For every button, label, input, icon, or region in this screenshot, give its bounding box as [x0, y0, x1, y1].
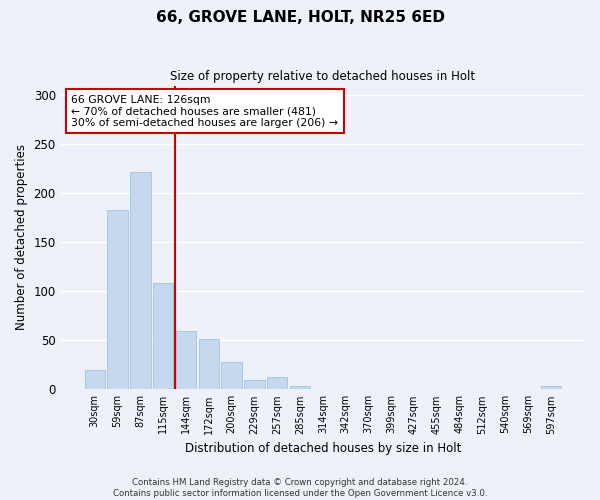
Y-axis label: Number of detached properties: Number of detached properties [15, 144, 28, 330]
Bar [221, 362, 242, 390]
Bar [85, 370, 105, 390]
Text: 66, GROVE LANE, HOLT, NR25 6ED: 66, GROVE LANE, HOLT, NR25 6ED [155, 10, 445, 25]
Bar [244, 380, 265, 390]
Bar [176, 330, 196, 390]
Bar [130, 172, 151, 390]
Bar [153, 284, 173, 390]
Text: 66 GROVE LANE: 126sqm
← 70% of detached houses are smaller (481)
30% of semi-det: 66 GROVE LANE: 126sqm ← 70% of detached … [71, 94, 338, 128]
Bar [107, 210, 128, 390]
Bar [199, 340, 219, 390]
Bar [290, 386, 310, 390]
Text: Contains HM Land Registry data © Crown copyright and database right 2024.
Contai: Contains HM Land Registry data © Crown c… [113, 478, 487, 498]
Title: Size of property relative to detached houses in Holt: Size of property relative to detached ho… [170, 70, 475, 83]
Bar [541, 386, 561, 390]
Bar [267, 376, 287, 390]
X-axis label: Distribution of detached houses by size in Holt: Distribution of detached houses by size … [185, 442, 461, 455]
